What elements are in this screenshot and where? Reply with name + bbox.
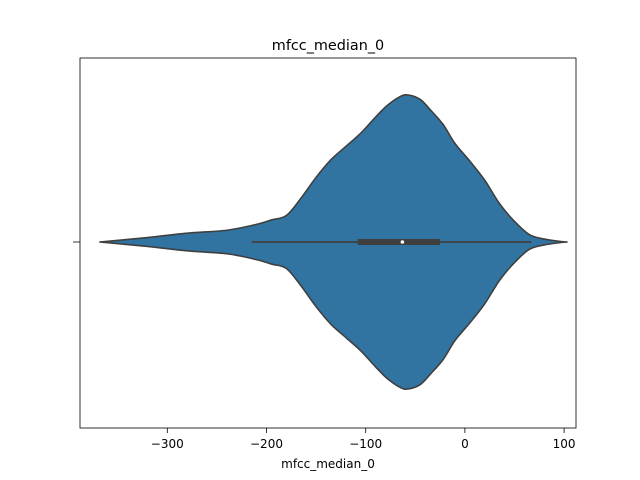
x-tick-label: −100 [349,437,382,451]
x-tick-label: −200 [250,437,283,451]
iqr-box [357,239,441,245]
median-marker [400,240,405,244]
box-summary [251,239,532,245]
x-tick-label: 100 [553,437,576,451]
chart-title: mfcc_median_0 [272,38,384,54]
x-axis-label: mfcc_median_0 [281,457,375,471]
x-axis-ticks: −300 −200 −100 0 100 [151,428,576,451]
axes-frame [79,57,577,429]
x-tick-label: −300 [151,437,184,451]
x-tick-label: 0 [461,437,469,451]
